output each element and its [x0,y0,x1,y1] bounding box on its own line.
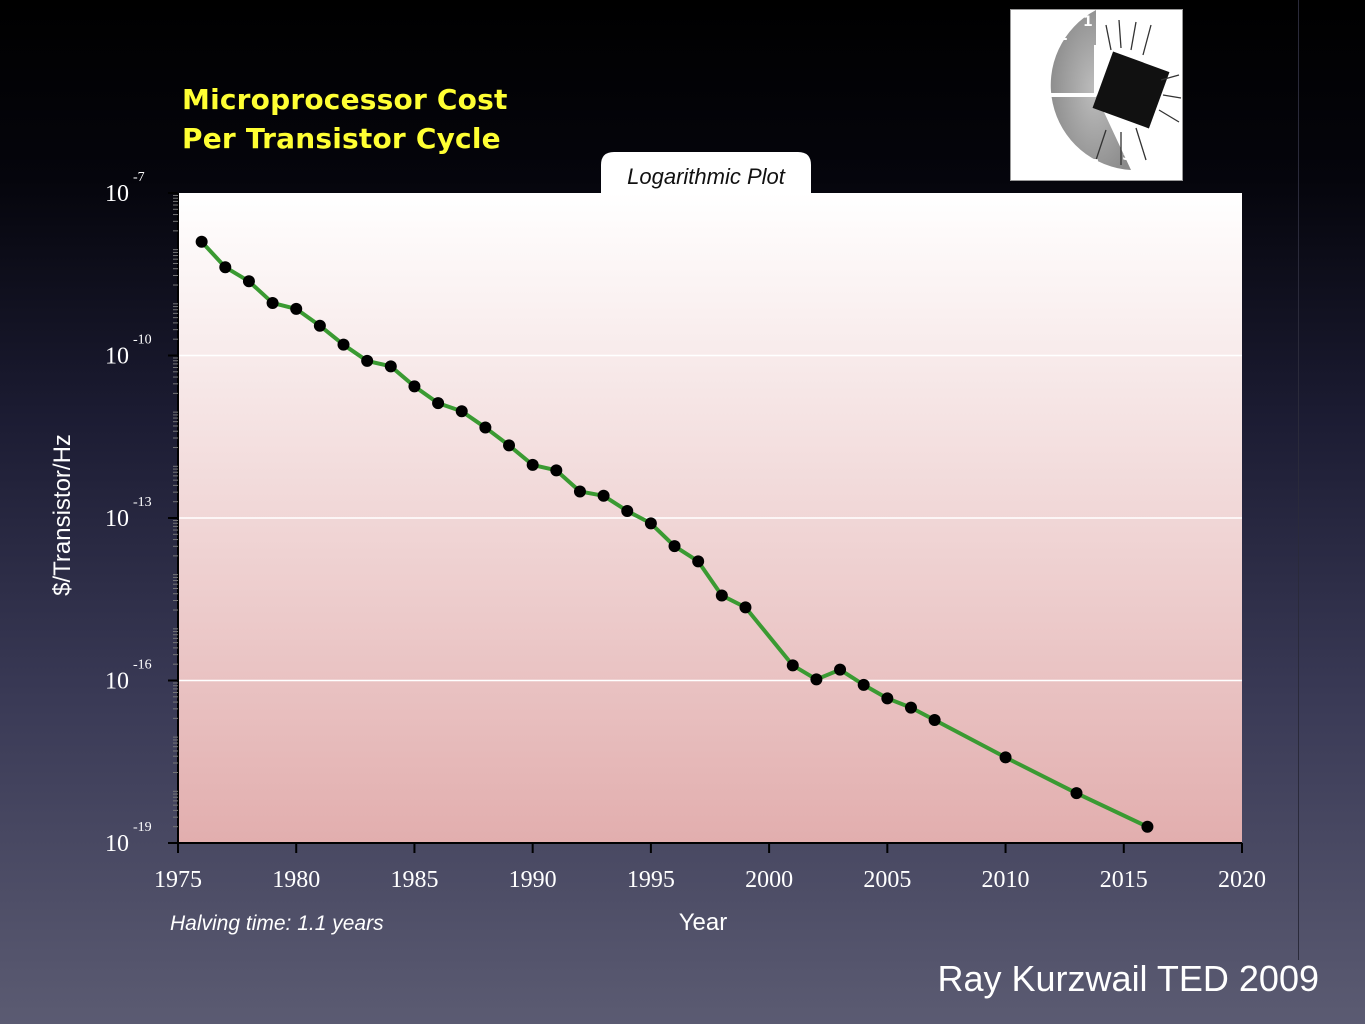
clock-number-8: 8 [1028,119,1038,137]
data-point [597,489,610,502]
data-point [1070,787,1083,800]
data-point [810,673,823,686]
chip-body [1092,51,1170,129]
data-point [337,338,350,351]
data-point [384,360,397,373]
data-point [313,319,326,332]
data-point [573,485,586,498]
clock-hands [1051,45,1098,97]
plot-type-tab: Logarithmic Plot [601,152,811,193]
data-point [290,302,303,315]
y-tick-exponent: -19 [133,820,152,835]
data-point [455,405,468,418]
y-tick-base: 10 [105,831,129,857]
y-tick-base: 10 [105,669,129,695]
slide-title: Microprocessor Cost Per Transistor Cycle [182,80,508,158]
plot-type-tab-shape [601,152,811,193]
data-point [786,659,799,672]
clock-number-10: 10 [1025,50,1046,68]
x-axis-label: Year [679,909,728,936]
data-point [432,397,445,410]
data-point [219,261,232,274]
data-point [739,601,752,614]
clock-number-11: 11 [1047,26,1068,44]
x-tick-label: 2020 [1218,867,1266,893]
slide-edge-divider [1298,0,1299,960]
data-point [715,589,728,602]
data-point [1141,820,1154,833]
clock-number-6: 6 [1089,156,1099,174]
data-point [526,458,539,471]
x-tick-label: 2005 [863,867,911,893]
data-point [904,701,917,714]
data-points [195,235,1154,833]
x-tick-label: 1985 [390,867,438,893]
y-tick-base: 10 [105,344,129,370]
data-point [242,275,255,288]
y-axis-ticks: 10 -7 10 -10 10 -13 10 -16 10 -19 [105,170,178,857]
y-axis-label: $/Transistor/Hz [49,434,76,596]
clock-number-9: 9 [1019,85,1029,103]
data-point [881,692,894,705]
y-tick-base: 10 [105,506,129,532]
series-line [199,239,1150,829]
clock-face-shape [1050,10,1131,170]
microchip-clock-icon: 1 11 10 9 8 7 6 5 [1010,9,1183,181]
x-tick-label: 1980 [272,867,320,893]
y-tick-exponent: -13 [133,495,152,510]
y-tick-exponent: -16 [133,658,152,673]
halving-time-note: Halving time: 1.1 years [170,912,384,935]
data-point [692,555,705,568]
chip-pins [1095,19,1182,165]
data-point [408,380,421,393]
data-point [361,354,374,367]
plot-type-tab-label: Logarithmic Plot [627,164,786,189]
data-point [644,517,657,530]
data-point [195,235,208,248]
clock-number-7: 7 [1051,145,1061,163]
data-point [266,296,279,309]
x-axis-ticks: 1975 1980 1985 1990 1995 2000 2005 2010 2015 2020 [154,843,1266,893]
data-point [668,540,681,553]
slide-title-line-1: Microprocessor Cost [182,83,508,116]
slide-credit: Ray Kurzwail TED 2009 [937,958,1320,999]
slide-title-line-2: Per Transistor Cycle [182,122,501,155]
y-tick-exponent: -7 [133,170,145,185]
data-point [550,464,563,477]
gridlines [178,354,1242,682]
y-tick-exponent: -10 [133,333,152,348]
clock-number-5: 5 [1122,146,1132,164]
microchip-clock-graphic: 1 11 10 9 8 7 6 5 [1019,10,1182,174]
x-tick-label: 1990 [509,867,557,893]
data-point [503,439,516,452]
clock-number-1: 1 [1083,14,1093,30]
y-tick-base: 10 [105,181,129,207]
data-point [479,421,492,434]
x-tick-label: 2000 [745,867,793,893]
data-point [834,663,847,676]
x-tick-label: 2010 [982,867,1030,893]
x-tick-label: 2015 [1100,867,1148,893]
data-point [621,504,634,517]
x-tick-label: 1975 [154,867,202,893]
data-point [857,678,870,691]
data-point [928,714,941,727]
data-point [999,751,1012,764]
x-tick-label: 1995 [627,867,675,893]
